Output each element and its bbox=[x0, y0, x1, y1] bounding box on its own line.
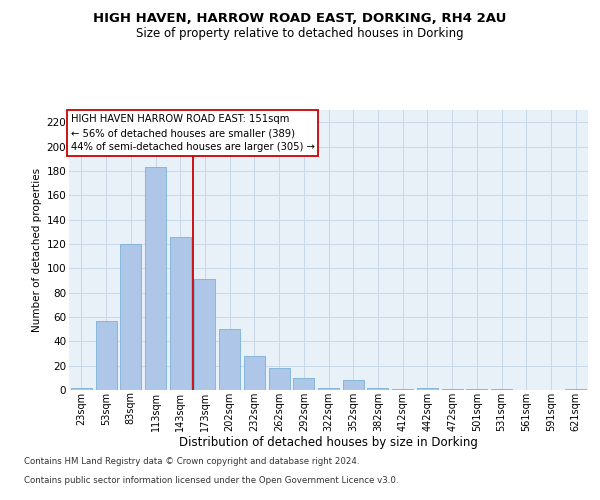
Bar bbox=[442, 389, 463, 390]
Bar bbox=[95, 320, 116, 390]
Bar bbox=[244, 356, 265, 390]
Bar bbox=[491, 389, 512, 390]
Bar bbox=[343, 380, 364, 390]
Bar bbox=[367, 388, 388, 390]
Text: HIGH HAVEN, HARROW ROAD EAST, DORKING, RH4 2AU: HIGH HAVEN, HARROW ROAD EAST, DORKING, R… bbox=[94, 12, 506, 26]
Bar bbox=[392, 389, 413, 390]
Bar bbox=[219, 329, 240, 390]
Bar bbox=[417, 388, 438, 390]
Text: Contains public sector information licensed under the Open Government Licence v3: Contains public sector information licen… bbox=[24, 476, 398, 485]
Text: HIGH HAVEN HARROW ROAD EAST: 151sqm
← 56% of detached houses are smaller (389)
4: HIGH HAVEN HARROW ROAD EAST: 151sqm ← 56… bbox=[71, 114, 314, 152]
Bar bbox=[318, 388, 339, 390]
Bar bbox=[565, 389, 586, 390]
Bar bbox=[120, 244, 141, 390]
Text: Contains HM Land Registry data © Crown copyright and database right 2024.: Contains HM Land Registry data © Crown c… bbox=[24, 458, 359, 466]
Bar bbox=[145, 167, 166, 390]
Bar bbox=[194, 279, 215, 390]
X-axis label: Distribution of detached houses by size in Dorking: Distribution of detached houses by size … bbox=[179, 436, 478, 450]
Y-axis label: Number of detached properties: Number of detached properties bbox=[32, 168, 43, 332]
Text: Size of property relative to detached houses in Dorking: Size of property relative to detached ho… bbox=[136, 28, 464, 40]
Bar bbox=[466, 389, 487, 390]
Bar bbox=[269, 368, 290, 390]
Bar bbox=[293, 378, 314, 390]
Bar bbox=[170, 236, 191, 390]
Bar bbox=[71, 388, 92, 390]
